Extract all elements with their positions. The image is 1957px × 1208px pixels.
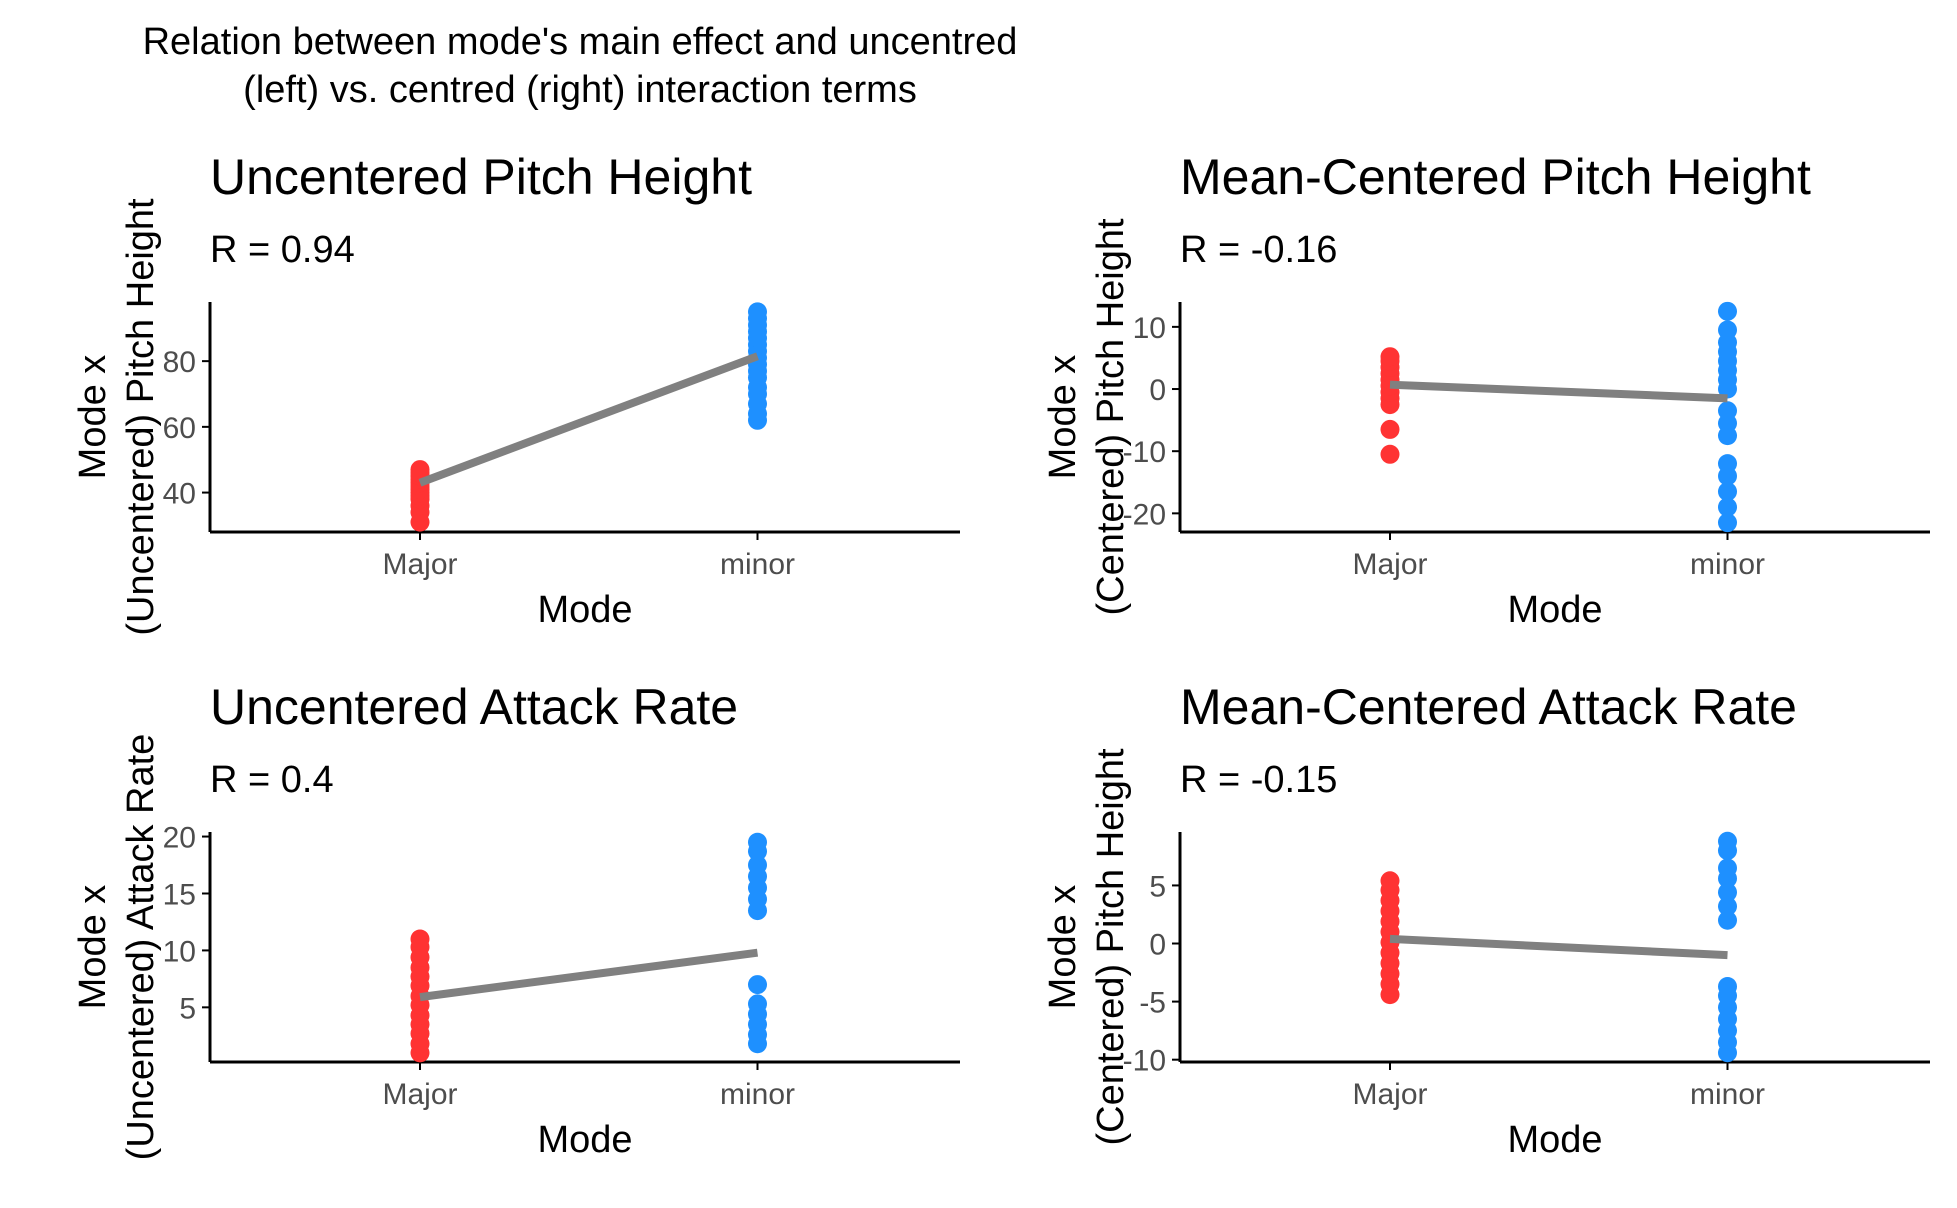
y-axis-label: Mode x (Centered) Pitch Height (1042, 748, 1132, 1146)
data-point-major (1380, 871, 1400, 891)
x-axis-label: Mode (1507, 589, 1602, 631)
y-tick-label: 0 (1149, 374, 1166, 407)
y-tick-label: -10 (1123, 1045, 1166, 1078)
fit-line (419, 948, 759, 1002)
x-tick-label: minor (1690, 1078, 1765, 1111)
y-axis-label-line2: (Uncentered) Attack Rate (120, 734, 162, 1161)
data-point-minor (1718, 976, 1737, 996)
data-point-minor (1718, 320, 1737, 340)
panel-title: Uncentered Attack Rate (210, 679, 738, 735)
panel-subtitle: R = -0.16 (1180, 229, 1337, 271)
panel-subtitle: R = 0.4 (210, 759, 334, 801)
y-tick-label: 60 (163, 412, 196, 445)
fit-line (1389, 934, 1728, 960)
panel-title: Mean-Centered Pitch Height (1180, 149, 1811, 205)
x-tick-label: Major (1352, 1078, 1427, 1111)
y-tick-label: -20 (1123, 498, 1166, 531)
panel-4: Mean-Centered Attack Rate R = -0.15 -10 -5 0… (1042, 679, 1930, 1161)
y-axis-label: Mode x (Uncentered) Attack Rate (72, 734, 162, 1161)
y-tick-label: 5 (1149, 870, 1166, 903)
panel-3: Uncentered Attack Rate R = 0.4 5 10 15 20 Majo… (72, 679, 960, 1161)
y-axis-label-line1: Mode x (1042, 355, 1084, 480)
data-point-minor (1718, 454, 1737, 474)
data-point-minor (1718, 513, 1737, 533)
data-point-minor (1718, 497, 1737, 517)
data-point-major (1380, 419, 1400, 439)
panel-title: Mean-Centered Attack Rate (1180, 679, 1797, 735)
y-tick-label: 15 (163, 878, 196, 911)
panel-2: Mean-Centered Pitch Height R = -0.16 -20 -1… (1042, 149, 1930, 631)
data-point-minor (1718, 831, 1737, 851)
y-tick-label: -10 (1123, 436, 1166, 469)
data-point-minor (748, 975, 767, 995)
data-point-minor (1718, 882, 1737, 902)
data-point-minor (1718, 301, 1737, 321)
figure-title: Relation between mode's main effect and … (20, 18, 1140, 114)
data-point-minor (748, 994, 767, 1014)
x-tick-label: minor (1690, 548, 1765, 581)
data-point-minor (1718, 896, 1737, 916)
x-tick-label: minor (720, 1078, 795, 1111)
y-tick-label: 80 (163, 346, 196, 379)
data-point-minor (1718, 858, 1737, 878)
panel-1: Uncentered Pitch Height R = 0.94 40 60 80 Maj… (72, 149, 960, 636)
fit-line (1389, 380, 1728, 403)
data-point-minor (748, 855, 767, 875)
y-tick-label: 10 (1133, 312, 1166, 345)
x-tick-label: Major (1352, 548, 1427, 581)
data-point-minor (1718, 482, 1737, 502)
x-axis-label: Mode (537, 1119, 632, 1161)
data-point-minor (748, 832, 767, 852)
data-point-major (1380, 347, 1400, 367)
panel-subtitle: R = -0.15 (1180, 759, 1337, 801)
y-axis-label-line1: Mode x (1042, 885, 1084, 1010)
y-axis-label: Mode x (Centered) Pitch Height (1042, 218, 1132, 616)
data-point-major (410, 460, 430, 480)
figure-title-line1: Relation between mode's main effect and … (142, 21, 1018, 63)
y-axis-label: Mode x (Uncentered) Pitch Height (72, 198, 162, 636)
panel-subtitle: R = 0.94 (210, 229, 355, 271)
y-tick-label: 20 (163, 822, 196, 855)
y-axis-label-line2: (Centered) Pitch Height (1090, 218, 1132, 616)
panel-title: Uncentered Pitch Height (210, 149, 752, 205)
y-tick-label: 0 (1149, 929, 1166, 962)
fit-line (418, 352, 759, 487)
data-point-minor (1718, 910, 1737, 930)
data-point-major (410, 929, 430, 949)
y-tick-label: -5 (1139, 987, 1166, 1020)
data-point-major (1380, 444, 1400, 464)
y-tick-label: 10 (163, 935, 196, 968)
x-axis-label: Mode (537, 589, 632, 631)
x-tick-label: minor (720, 548, 795, 581)
data-point-minor (1718, 401, 1737, 421)
y-tick-label: 40 (163, 478, 196, 511)
data-point-minor (748, 302, 767, 322)
y-tick-label: 5 (179, 992, 196, 1025)
x-tick-label: Major (382, 1078, 457, 1111)
x-tick-label: Major (382, 548, 457, 581)
y-axis-label-line2: (Centered) Pitch Height (1090, 748, 1132, 1146)
y-axis-label-line1: Mode x (72, 355, 114, 480)
y-axis-label-line2: (Uncentered) Pitch Height (120, 198, 162, 636)
x-axis-label: Mode (1507, 1119, 1602, 1161)
y-axis-label-line1: Mode x (72, 885, 114, 1010)
figure-title-line2: (left) vs. centred (right) interaction t… (243, 69, 917, 111)
